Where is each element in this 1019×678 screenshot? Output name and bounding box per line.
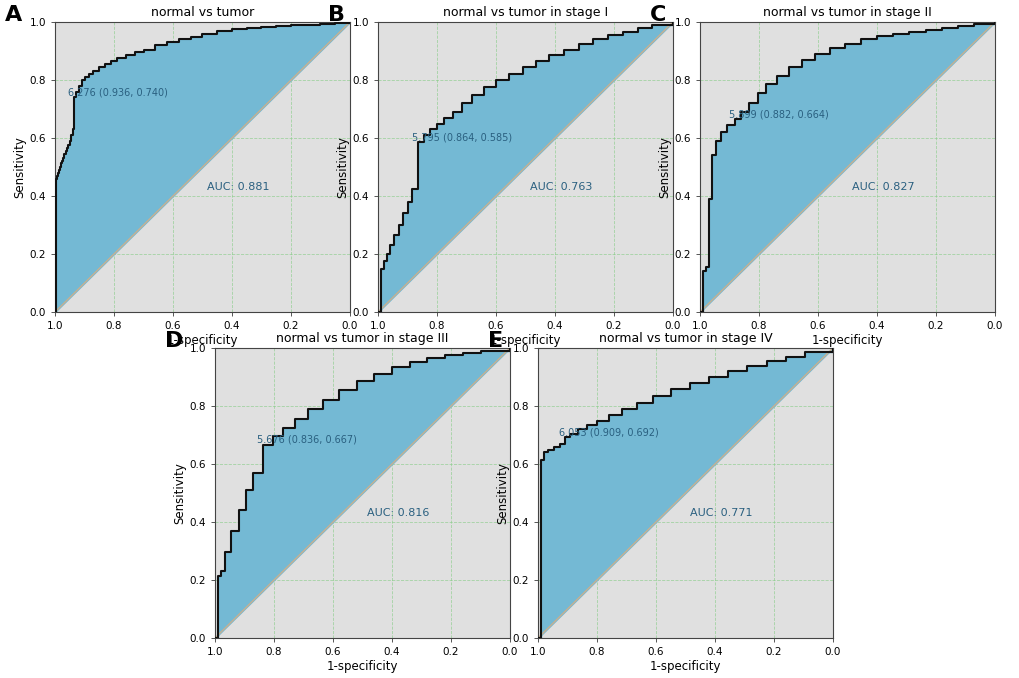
- Y-axis label: Sensitivity: Sensitivity: [496, 462, 510, 524]
- Text: C: C: [649, 5, 665, 24]
- Title: normal vs tumor in stage I: normal vs tumor in stage I: [442, 7, 607, 20]
- Title: normal vs tumor: normal vs tumor: [151, 7, 254, 20]
- X-axis label: 1-specificity: 1-specificity: [326, 660, 397, 673]
- Title: normal vs tumor in stage IV: normal vs tumor in stage IV: [598, 332, 771, 346]
- Polygon shape: [699, 22, 994, 312]
- Y-axis label: Sensitivity: Sensitivity: [13, 136, 26, 198]
- Text: 6.053 (0.909, 0.692): 6.053 (0.909, 0.692): [558, 427, 658, 437]
- Text: AUC: 0.881: AUC: 0.881: [207, 182, 269, 192]
- Text: 5.795 (0.864, 0.585): 5.795 (0.864, 0.585): [412, 132, 512, 142]
- X-axis label: 1-specificity: 1-specificity: [649, 660, 720, 673]
- Polygon shape: [537, 348, 833, 638]
- Text: 5.899 (0.882, 0.664): 5.899 (0.882, 0.664): [729, 109, 827, 119]
- X-axis label: 1-specificity: 1-specificity: [166, 334, 238, 347]
- X-axis label: 1-specificity: 1-specificity: [811, 334, 882, 347]
- Text: AUC: 0.771: AUC: 0.771: [689, 508, 751, 518]
- Text: 6.276 (0.936, 0.740): 6.276 (0.936, 0.740): [68, 87, 168, 98]
- Title: normal vs tumor in stage II: normal vs tumor in stage II: [762, 7, 931, 20]
- Text: E: E: [487, 331, 502, 351]
- Polygon shape: [55, 22, 350, 312]
- Text: B: B: [327, 5, 344, 24]
- Y-axis label: Sensitivity: Sensitivity: [658, 136, 672, 198]
- Text: AUC: 0.763: AUC: 0.763: [529, 182, 591, 192]
- Text: AUC: 0.827: AUC: 0.827: [851, 182, 913, 192]
- Polygon shape: [215, 348, 510, 638]
- Text: AUC: 0.816: AUC: 0.816: [367, 508, 429, 518]
- Polygon shape: [378, 22, 673, 312]
- Title: normal vs tumor in stage III: normal vs tumor in stage III: [276, 332, 448, 346]
- Text: D: D: [165, 331, 183, 351]
- Y-axis label: Sensitivity: Sensitivity: [173, 462, 186, 524]
- Text: 5.676 (0.836, 0.667): 5.676 (0.836, 0.667): [257, 435, 357, 445]
- Y-axis label: Sensitivity: Sensitivity: [336, 136, 350, 198]
- X-axis label: 1-specificity: 1-specificity: [489, 334, 560, 347]
- Text: A: A: [5, 5, 22, 24]
